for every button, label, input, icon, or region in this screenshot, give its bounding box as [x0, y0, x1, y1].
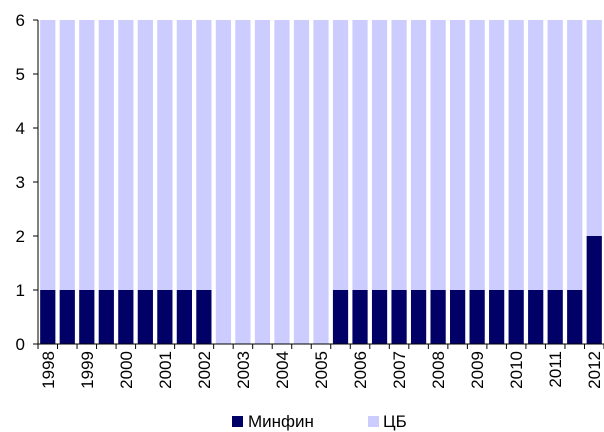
y-tick-label-4: 4: [16, 119, 25, 138]
bar-minfin-2: [79, 290, 95, 344]
bar-minfin-18: [391, 290, 407, 344]
legend-swatch-minfin: [232, 416, 243, 427]
bar-cb-22: [469, 20, 485, 290]
bar-minfin-3: [98, 290, 114, 344]
x-tick-label-2005: 2005: [312, 351, 331, 389]
bars-group: [40, 20, 602, 344]
bar-cb-5: [137, 20, 153, 290]
x-tick-label-2006: 2006: [351, 351, 370, 389]
y-tick-label-1: 1: [16, 281, 25, 300]
x-tick-label-2004: 2004: [273, 351, 292, 389]
bar-cb-14: [313, 20, 329, 344]
y-tick-label-3: 3: [16, 173, 25, 192]
bar-cb-8: [196, 20, 212, 290]
y-tick-label-5: 5: [16, 65, 25, 84]
bar-cb-21: [450, 20, 466, 290]
bar-minfin-27: [567, 290, 583, 344]
x-tick-label-2008: 2008: [429, 351, 448, 389]
bar-cb-11: [254, 20, 271, 344]
bar-minfin-1: [59, 290, 75, 344]
bar-cb-12: [274, 20, 290, 344]
x-tick-label-2001: 2001: [156, 351, 175, 389]
y-tick-label-6: 6: [16, 11, 25, 30]
bar-cb-6: [157, 20, 173, 290]
bar-minfin-28: [586, 236, 602, 344]
legend: Минфин ЦБ: [232, 412, 407, 431]
bar-cb-15: [332, 20, 349, 290]
bar-minfin-4: [118, 290, 134, 344]
bar-minfin-0: [40, 290, 56, 344]
bar-minfin-20: [430, 290, 446, 344]
bar-minfin-16: [352, 290, 368, 344]
bar-minfin-23: [489, 290, 505, 344]
bar-minfin-26: [547, 290, 563, 344]
x-tick-label-2000: 2000: [117, 351, 136, 389]
bar-minfin-17: [371, 290, 388, 344]
bar-cb-0: [40, 20, 56, 290]
legend-label-minfin: Минфин: [248, 412, 314, 431]
x-tick-label-2012: 2012: [585, 351, 604, 389]
bar-cb-10: [235, 20, 251, 344]
bar-minfin-6: [157, 290, 173, 344]
bar-cb-1: [59, 20, 75, 290]
bar-minfin-22: [469, 290, 485, 344]
bar-cb-3: [98, 20, 114, 290]
bar-cb-24: [508, 20, 524, 290]
bar-cb-16: [352, 20, 368, 290]
bar-minfin-21: [450, 290, 466, 344]
x-tick-label-2002: 2002: [195, 351, 214, 389]
x-tick-label-1999: 1999: [78, 351, 97, 389]
y-tick-label-0: 0: [16, 335, 25, 354]
bar-cb-20: [430, 20, 446, 290]
x-tick-label-2003: 2003: [234, 351, 253, 389]
legend-label-cb: ЦБ: [383, 412, 407, 431]
x-ticks-group: 1998 1999 2000 2001 2002 2003 2004 2005 2006 2007…: [37, 344, 604, 389]
bar-minfin-15: [332, 290, 349, 344]
bar-cb-9: [215, 20, 232, 344]
bar-cb-2: [79, 20, 95, 290]
x-tick-label-2009: 2009: [468, 351, 487, 389]
bar-cb-4: [118, 20, 134, 290]
bar-cb-18: [391, 20, 407, 290]
bar-minfin-8: [196, 290, 212, 344]
bar-cb-27: [567, 20, 583, 290]
x-tick-label-2007: 2007: [390, 351, 409, 389]
bar-cb-23: [489, 20, 505, 290]
bar-minfin-24: [508, 290, 524, 344]
y-tick-label-2: 2: [16, 227, 25, 246]
x-tick-label-2011: 2011: [546, 351, 565, 388]
y-ticks-group: 0 1 2 3 4 5 6: [16, 11, 38, 354]
legend-swatch-cb: [368, 416, 379, 427]
bar-cb-13: [293, 20, 310, 344]
x-tick-label-2010: 2010: [507, 351, 526, 389]
bar-cb-26: [547, 20, 563, 290]
bar-minfin-7: [176, 290, 192, 344]
bar-cb-17: [371, 20, 388, 290]
bar-cb-19: [410, 20, 427, 290]
bar-minfin-5: [137, 290, 153, 344]
x-tick-label-1998: 1998: [39, 351, 58, 389]
bar-cb-28: [586, 20, 602, 236]
bar-minfin-25: [528, 290, 544, 344]
bar-minfin-19: [410, 290, 427, 344]
bar-cb-7: [176, 20, 192, 290]
bar-cb-25: [528, 20, 544, 290]
